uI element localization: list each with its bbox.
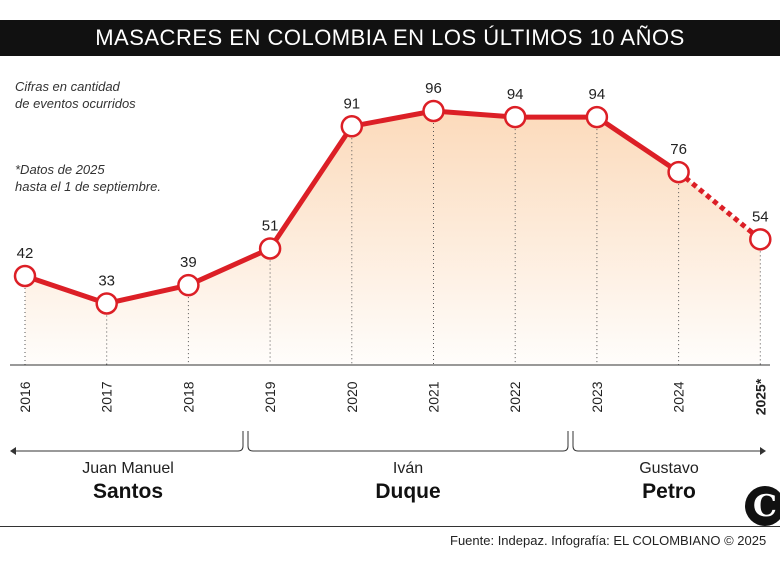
president-last-name: Duque	[375, 480, 441, 503]
el-colombiano-logo-icon: C	[745, 486, 780, 526]
value-label: 39	[180, 254, 197, 271]
president-last-name: Petro	[642, 480, 696, 503]
data-point	[177, 273, 200, 297]
area-fill	[25, 111, 761, 365]
x-tick-label: 2023	[589, 381, 605, 412]
president-first-name: Iván	[392, 460, 424, 477]
value-label: 42	[17, 245, 34, 262]
data-point	[422, 99, 445, 123]
data-point	[95, 292, 118, 315]
value-label: 33	[98, 273, 115, 290]
duque-term-bracket	[247, 431, 569, 452]
president-first-name: Gustavo	[639, 460, 699, 477]
asterisk-note: *Datos de 2025 hasta el 1 de septiembre.	[15, 162, 161, 194]
x-tick-label: 2020	[344, 381, 360, 412]
footer-divider	[0, 526, 780, 527]
data-point	[749, 228, 772, 251]
president-petro: Gustavo Petro	[569, 460, 769, 504]
source-credit: Fuente: Indepaz. Infografía: EL COLOMBIA…	[450, 533, 767, 548]
units-note: Cifras en cantidad de eventos ocurridos	[15, 79, 136, 111]
chart-title: MASACRES EN COLOMBIA EN LOS ÚLTIMOS 10 A…	[0, 20, 780, 56]
data-point	[503, 105, 527, 129]
value-label: 76	[670, 141, 687, 158]
president-term-brackets	[10, 431, 766, 455]
data-point	[585, 105, 609, 129]
value-label: 51	[262, 218, 279, 235]
president-santos: Juan Manuel Santos	[28, 460, 228, 504]
president-first-name: Juan Manuel	[82, 460, 174, 477]
x-tick-label: 2025*	[752, 378, 768, 415]
data-point	[13, 264, 37, 288]
santos-arrow-icon	[10, 447, 16, 455]
value-label: 54	[752, 208, 769, 225]
x-tick-label: 2024	[671, 381, 687, 412]
data-point	[667, 160, 690, 184]
x-tick-label: 2018	[180, 381, 196, 412]
petro-arrow-icon	[760, 447, 766, 455]
data-point	[340, 115, 364, 138]
x-tick-label: 2021	[426, 381, 442, 412]
value-label: 94	[589, 86, 606, 103]
x-tick-label: 2017	[99, 381, 115, 412]
data-point	[258, 237, 282, 260]
santos-term-bracket	[16, 431, 244, 452]
value-label: 94	[507, 86, 524, 103]
petro-term-bracket	[572, 431, 760, 452]
president-duque: Iván Duque	[308, 460, 508, 504]
x-tick-label: 2019	[262, 381, 278, 412]
president-last-name: Santos	[92, 480, 163, 503]
x-tick-label: 2016	[17, 381, 33, 412]
value-label: 91	[343, 95, 360, 112]
x-tick-label: 2022	[507, 381, 523, 412]
value-label: 96	[425, 80, 442, 97]
